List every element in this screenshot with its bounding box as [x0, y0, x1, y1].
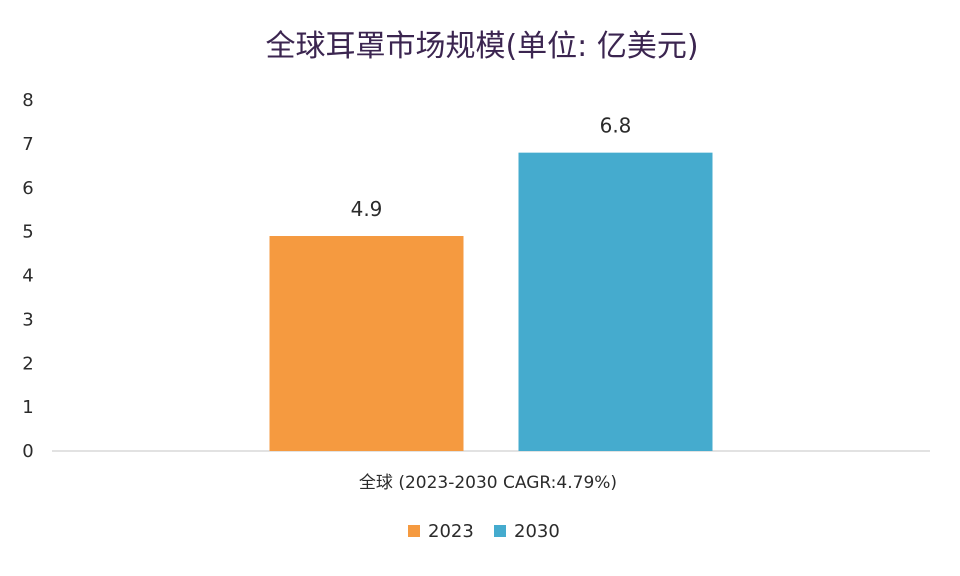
y-tick-label: 3	[22, 309, 33, 330]
y-tick-label: 0	[22, 441, 33, 462]
y-tick-label: 5	[22, 222, 33, 243]
legend-swatch-2023	[408, 525, 420, 537]
y-tick-label: 6	[22, 178, 33, 199]
bars-group	[269, 152, 713, 451]
data-labels-group: 4.9 6.8	[351, 114, 632, 221]
legend-swatch-2030	[494, 525, 506, 537]
data-label-2030: 6.8	[600, 114, 632, 138]
y-axis: 0 1 2 3 4 5 6 7 8	[22, 90, 33, 462]
y-tick-label: 2	[22, 353, 33, 374]
y-tick-label: 8	[22, 90, 33, 111]
chart-title: 全球耳罩市场规模(单位: 亿美元)	[265, 29, 698, 64]
legend-label-2030: 2030	[514, 521, 560, 542]
y-tick-label: 7	[22, 134, 33, 155]
legend: 2023 2030	[408, 521, 560, 542]
y-tick-label: 4	[22, 266, 33, 287]
bar-2023	[269, 236, 464, 451]
y-tick-label: 1	[22, 397, 33, 418]
legend-label-2023: 2023	[428, 521, 474, 542]
data-label-2023: 4.9	[351, 197, 383, 221]
bar-2030	[518, 152, 713, 451]
x-category-label: 全球 (2023-2030 CAGR:4.79%)	[359, 473, 617, 493]
